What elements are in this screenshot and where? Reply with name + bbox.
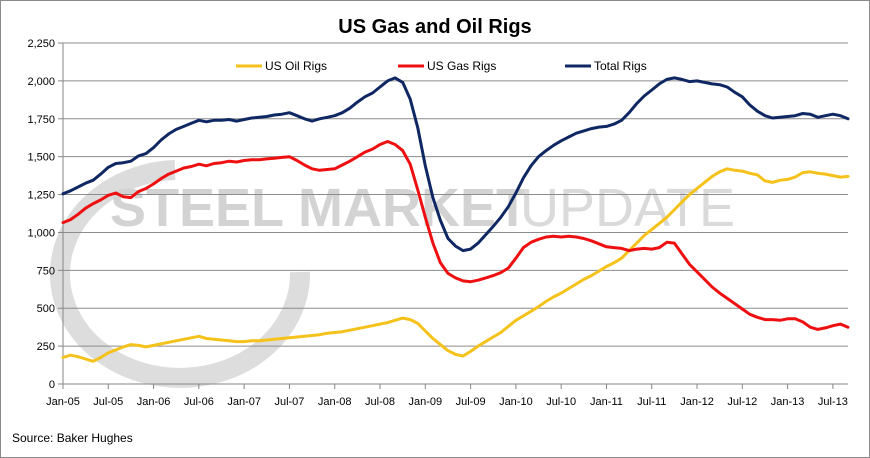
y-tick-label: 250 <box>37 341 55 353</box>
x-tick-label: Jul-09 <box>456 396 486 408</box>
watermark-logo: STEEL MARKET UPDATE <box>50 160 735 388</box>
x-tick-label: Jan-06 <box>137 396 171 408</box>
axes: 0 250 500 750 1,000 1,250 1,500 1,750 2,000 2,250… <box>27 38 848 408</box>
y-tick-label: 0 <box>49 379 55 391</box>
x-tick-label: Jan-10 <box>499 396 533 408</box>
y-tick-label: 500 <box>37 303 55 315</box>
y-tick-label: 750 <box>37 265 55 277</box>
series-line-total-rigs <box>61 76 850 253</box>
y-tick-label: 1,500 <box>27 152 55 164</box>
legend-label: US Oil Rigs <box>265 59 327 73</box>
gridlines <box>63 42 848 347</box>
series-line-us-gas-rigs <box>61 140 850 331</box>
x-tick-label: Jan-05 <box>46 396 80 408</box>
x-tick-label: Jan-07 <box>227 396 261 408</box>
y-tick-label: 2,000 <box>27 76 55 88</box>
y-tick-label: 1,750 <box>27 114 55 126</box>
legend-label: Total Rigs <box>594 59 647 73</box>
x-tick-label: Jan-12 <box>680 396 714 408</box>
x-tick-label: Jul-11 <box>637 396 666 408</box>
y-tick-label: 2,250 <box>27 38 55 50</box>
series-line-us-oil-rigs <box>61 167 850 363</box>
watermark-swoosh-icon <box>50 160 311 388</box>
x-tick-label: Jan-08 <box>318 396 352 408</box>
legend-label: US Gas Rigs <box>427 59 496 73</box>
x-tick-label: Jul-06 <box>184 396 214 408</box>
watermark-text-light: UPDATE <box>520 178 735 238</box>
x-tick-label: Jan-11 <box>590 396 623 408</box>
x-tick-label: Jul-12 <box>727 396 757 408</box>
legend: US Oil Rigs US Gas Rigs Total Rigs <box>236 59 647 73</box>
x-tick-label: Jan-09 <box>408 396 442 408</box>
x-tick-label: Jul-07 <box>274 396 304 408</box>
y-tick-label: 1,000 <box>27 227 55 239</box>
source-note: Source: Baker Hughes <box>12 431 133 445</box>
x-tick-label: Jul-13 <box>818 396 848 408</box>
x-tick-label: Jan-13 <box>771 396 805 408</box>
x-tick-label: Jul-05 <box>93 396 123 408</box>
x-tick-label: Jul-08 <box>365 396 395 408</box>
watermark-text-bold: STEEL MARKET <box>110 178 529 238</box>
x-tick-label: Jul-10 <box>546 396 576 408</box>
y-tick-label: 1,250 <box>27 190 55 202</box>
chart-title: US Gas and Oil Rigs <box>338 16 531 38</box>
series-lines <box>61 76 850 363</box>
